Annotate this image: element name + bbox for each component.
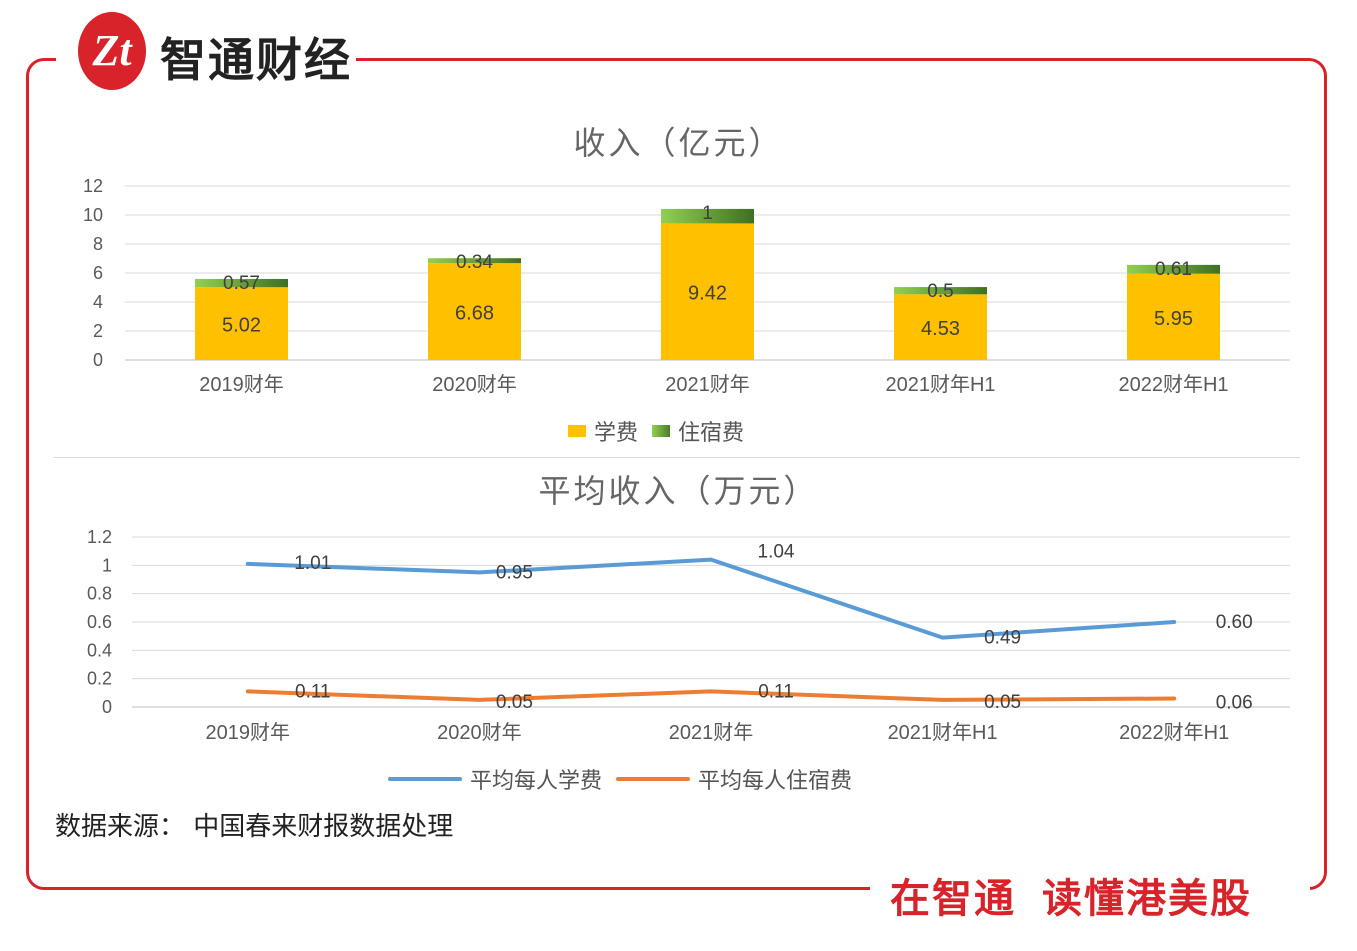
bar-x-tick: 2020财年 xyxy=(432,373,517,396)
bar-y-tick: 10 xyxy=(83,205,103,225)
line-chart-title: 平均收入（万元） xyxy=(538,472,819,510)
legend-line-avg-tuition xyxy=(388,777,462,781)
border-frame xyxy=(26,58,1327,890)
bar-lodging xyxy=(661,208,754,224)
chart-divider xyxy=(54,457,1300,458)
bar-label-lodging: 0.5 xyxy=(927,281,953,302)
bar-label-lodging: 0.57 xyxy=(223,273,260,294)
line-series-avg-lodging xyxy=(245,689,1177,702)
legend-item-avg-lodging: 平均每人住宿费 xyxy=(616,763,852,795)
bar-lodging xyxy=(428,258,521,264)
legend-label-lodging: 住宿费 xyxy=(678,421,745,446)
line-series-avg-tuition xyxy=(245,557,1177,640)
bar-tuition xyxy=(428,263,521,360)
bar-y-tick: 12 xyxy=(83,176,103,196)
line-label-avg-lodging: 0.05 xyxy=(496,692,533,713)
brand-name: 智通财经 xyxy=(160,33,352,87)
bar-label-tuition: 5.95 xyxy=(1154,308,1193,330)
bar-y-tick: 4 xyxy=(93,292,103,312)
bar-y-tick: 0 xyxy=(93,350,103,370)
line-label-avg-tuition: 0.95 xyxy=(496,562,533,583)
bar-tuition xyxy=(1127,273,1220,360)
line-y-tick: 0.6 xyxy=(87,612,112,632)
bar-lodging xyxy=(894,287,987,295)
line-label-avg-tuition: 1.04 xyxy=(758,542,795,563)
legend-swatch-tuition xyxy=(568,425,586,437)
legend-item-lodging: 住宿费 xyxy=(652,415,744,447)
bar-tuition xyxy=(894,294,987,360)
line-y-tick: 0.4 xyxy=(87,640,112,660)
legend-swatch-lodging xyxy=(652,425,671,437)
legend-label-avg-tuition: 平均每人学费 xyxy=(470,769,603,794)
bar-x-tick: 2022财年H1 xyxy=(1118,373,1228,396)
bar-legend: 学费 住宿费 xyxy=(568,415,758,447)
line-y-tick: 1.2 xyxy=(87,527,112,547)
line-label-avg-lodging: 0.06 xyxy=(1216,693,1253,714)
line-label-avg-lodging: 0.05 xyxy=(984,692,1021,713)
data-source-note: 数据来源： 中国春来财报数据处理 xyxy=(55,812,454,842)
line-x-tick: 2021财年 xyxy=(669,721,754,744)
legend-label-tuition: 学费 xyxy=(594,421,639,446)
line-x-tick: 2019财年 xyxy=(206,721,291,744)
bar-label-lodging: 0.61 xyxy=(1155,259,1192,280)
line-label-avg-lodging: 0.11 xyxy=(295,681,331,702)
line-y-tick: 0.2 xyxy=(87,669,112,689)
line-x-tick: 2021财年H1 xyxy=(888,721,998,744)
bar-tuition xyxy=(195,287,288,360)
slogan-mask xyxy=(870,870,1310,910)
bar-label-tuition: 6.68 xyxy=(455,303,494,325)
bar-tuition xyxy=(661,223,754,360)
slogan: 在智通 读懂港美股 xyxy=(890,866,1278,924)
line-label-avg-tuition: 0.49 xyxy=(984,628,1021,649)
bar-chart-title: 收入（亿元） xyxy=(573,124,784,162)
bar-label-lodging: 1 xyxy=(702,203,713,224)
line-x-tick: 2020财年 xyxy=(437,721,522,744)
bar-x-tick: 2019财年 xyxy=(199,373,284,396)
line-y-tick: 0.8 xyxy=(87,584,112,604)
bar-y-tick: 6 xyxy=(93,263,103,283)
slogan-left: 在智通 xyxy=(890,876,1016,922)
legend-label-avg-lodging: 平均每人住宿费 xyxy=(698,769,853,794)
legend-line-avg-lodging xyxy=(616,777,691,781)
legend-item-tuition: 学费 xyxy=(568,415,638,447)
bar-x-tick: 2021财年H1 xyxy=(885,373,995,396)
line-label-avg-tuition: 1.01 xyxy=(294,553,331,574)
brand-logo-icon: Zt xyxy=(78,12,146,90)
bar-label-tuition: 5.02 xyxy=(222,315,261,337)
line-x-tick: 2022财年H1 xyxy=(1119,721,1229,744)
line-y-tick: 0 xyxy=(102,697,112,717)
bar-y-tick: 2 xyxy=(93,321,103,341)
bar-lodging xyxy=(1127,264,1220,274)
bar-label-tuition: 9.42 xyxy=(688,283,727,305)
bar-label-lodging: 0.34 xyxy=(456,252,493,273)
line-label-avg-tuition: 0.60 xyxy=(1216,612,1253,633)
bar-label-tuition: 4.53 xyxy=(921,318,960,340)
line-legend: 平均每人学费 平均每人住宿费 xyxy=(388,763,866,795)
legend-item-avg-tuition: 平均每人学费 xyxy=(388,763,602,795)
line-y-tick: 1 xyxy=(102,555,112,575)
bar-y-tick: 8 xyxy=(93,234,103,254)
bar-x-tick: 2021财年 xyxy=(665,373,750,396)
line-label-avg-lodging: 0.11 xyxy=(758,681,794,702)
bar-lodging xyxy=(195,278,288,288)
slogan-right: 读懂港美股 xyxy=(1042,876,1252,922)
